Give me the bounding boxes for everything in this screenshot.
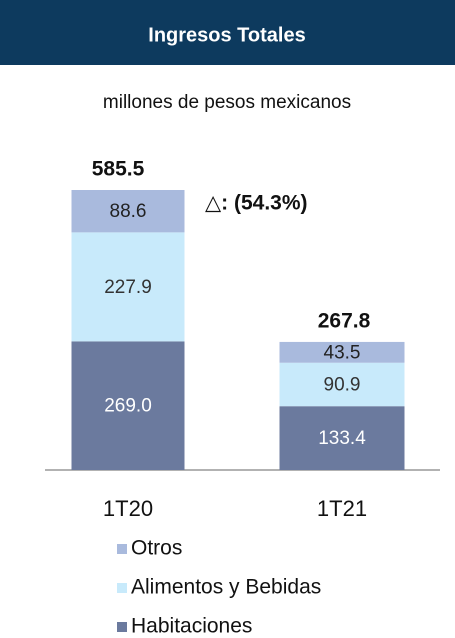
x-tick-label: 1T20 (103, 496, 153, 521)
chart-subtitle: millones de pesos mexicanos (103, 92, 351, 113)
value-label: 90.9 (324, 374, 361, 395)
legend-swatch (117, 622, 127, 632)
annotation: △: (54.3%) (205, 192, 308, 215)
x-tick-label: 1T21 (317, 496, 367, 521)
value-label: 88.6 (110, 201, 147, 222)
bar-segment (279, 362, 405, 407)
chart-title: Ingresos Totales (148, 24, 305, 46)
value-label: 133.4 (318, 428, 366, 449)
bar-segment (71, 232, 185, 342)
value-label: 269.0 (104, 396, 152, 417)
value-label: 43.5 (324, 342, 361, 363)
total-label: 585.5 (92, 158, 145, 181)
legend-swatch (117, 583, 127, 593)
bar-segment (279, 406, 405, 470)
legend-label: Alimentos y Bebidas (131, 576, 321, 599)
legend-label: Habitaciones (131, 615, 252, 638)
total-label: 267.8 (318, 309, 371, 332)
legend-label: Otros (131, 537, 182, 560)
title-band (0, 0, 455, 65)
bar-segment (71, 190, 185, 233)
bar-segment (71, 341, 185, 470)
bar-segment (279, 341, 405, 363)
legend-swatch (117, 544, 127, 554)
value-label: 227.9 (104, 277, 152, 298)
